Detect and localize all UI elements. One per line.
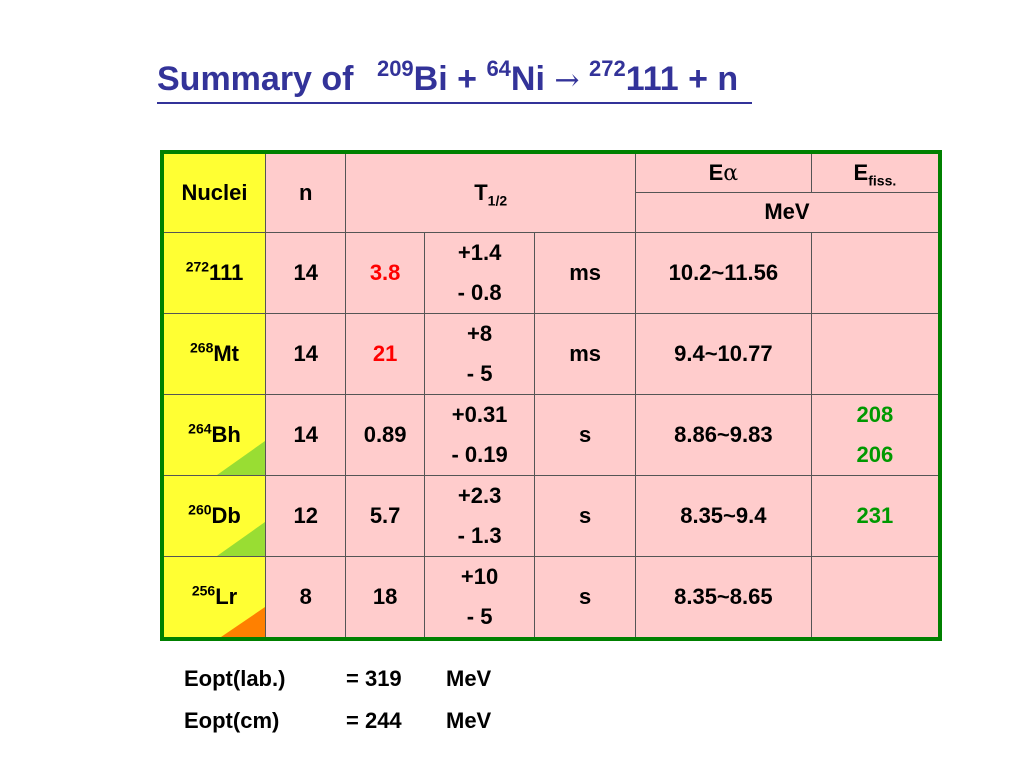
error-plus: +1.4 bbox=[457, 239, 502, 265]
title-bi-mass: 209 bbox=[376, 55, 414, 81]
header-e-alpha: Eα bbox=[634, 151, 812, 193]
title-arrow: → bbox=[554, 63, 580, 98]
n-cell: 12 bbox=[265, 474, 347, 557]
half-life-error: +2.3 - 1.3 bbox=[423, 474, 536, 557]
header-e-fiss-main: E bbox=[853, 159, 869, 185]
half-life-error: +10 - 5 bbox=[423, 555, 536, 639]
nuclide-mass: 260 bbox=[188, 501, 212, 518]
header-e-fiss: Efiss. bbox=[810, 151, 941, 193]
error-minus: - 0.19 bbox=[451, 441, 508, 467]
nuclide-mass: 256 bbox=[191, 582, 216, 599]
n-cell: 14 bbox=[265, 312, 347, 395]
nuclide-cell: 272111 bbox=[161, 231, 267, 314]
nuclide-cell: 260Db bbox=[161, 474, 267, 557]
error-minus: - 5 bbox=[466, 360, 493, 386]
eopt-label: Eopt(lab.) bbox=[184, 666, 286, 691]
title-ni-mass: 64 bbox=[486, 55, 511, 81]
half-life-unit: ms bbox=[534, 231, 636, 314]
table-row: 260Db 12 5.7 +2.3 - 1.3 s 8.35~9.4 231 bbox=[161, 474, 941, 557]
n-cell: 14 bbox=[265, 231, 347, 314]
corner-marker bbox=[217, 440, 265, 474]
header-t-half-main: T bbox=[474, 179, 488, 205]
table-row: 272111 14 3.8 +1.4- 0.8 ms 10.2~11.56 bbox=[161, 231, 941, 314]
half-life-value: 21 bbox=[345, 312, 425, 395]
nuclide-element: 111 bbox=[209, 259, 244, 285]
half-life-unit: s bbox=[534, 555, 636, 639]
title-prefix: Summary of bbox=[157, 60, 354, 98]
header-t-half: T1/2 bbox=[345, 151, 636, 233]
nuclide-element: Lr bbox=[215, 583, 238, 609]
nuclide-mass: 272 bbox=[185, 258, 210, 275]
error-plus: +10 bbox=[460, 563, 499, 589]
page-title: Summary of 209Bi + 64Ni → 272111 + n bbox=[157, 55, 753, 104]
eopt-unit: MeV bbox=[446, 708, 492, 733]
e-fiss-value: 208 bbox=[856, 401, 894, 427]
half-life-value: 18 bbox=[345, 555, 425, 639]
header-t-half-sub: 1/2 bbox=[487, 192, 508, 209]
error-plus: +8 bbox=[467, 320, 493, 346]
e-fiss-value: 206 bbox=[856, 441, 894, 467]
error-minus: - 1.3 bbox=[457, 522, 502, 548]
n-cell: 8 bbox=[265, 555, 347, 639]
half-life-unit: s bbox=[534, 474, 636, 557]
n-cell: 14 bbox=[265, 393, 347, 476]
nuclide-cell: 268Mt bbox=[161, 312, 267, 395]
e-alpha-cell: 8.35~9.4 bbox=[634, 474, 812, 557]
header-e-alpha-main: E bbox=[708, 159, 724, 185]
corner-marker bbox=[217, 521, 265, 555]
nuclide-element: Mt bbox=[213, 340, 240, 366]
corner-marker bbox=[221, 606, 265, 637]
e-fiss-cell bbox=[810, 231, 941, 314]
header-nuclei: Nuclei bbox=[161, 151, 267, 233]
header-row: Nuclei n T1/2 Eα Efiss. bbox=[161, 151, 941, 233]
half-life-value: 0.89 bbox=[345, 393, 425, 476]
header-n: n bbox=[265, 151, 347, 233]
half-life-unit: ms bbox=[534, 312, 636, 395]
half-life-value: 5.7 bbox=[345, 474, 425, 557]
title-bi: Bi + bbox=[413, 60, 477, 98]
nuclide-cell: 264Bh bbox=[161, 393, 267, 476]
half-life-error: +0.31 - 0.19 bbox=[423, 393, 536, 476]
title-product-mass: 272 bbox=[588, 55, 626, 81]
table-row: 268Mt 14 21 +8- 5 ms 9.4~10.77 bbox=[161, 312, 941, 395]
e-fiss-cell bbox=[810, 312, 941, 395]
header-e-alpha-sub: α bbox=[723, 160, 739, 186]
nuclide-mass: 268 bbox=[190, 339, 214, 356]
error-plus: +0.31 bbox=[451, 401, 508, 427]
e-fiss-value: 231 bbox=[856, 502, 894, 528]
half-life-value: 3.8 bbox=[345, 231, 425, 314]
table-row: 264Bh 14 0.89 +0.31 - 0.19 s 8.86~9.83 208 206 bbox=[161, 393, 941, 476]
half-life-error: +1.4 - 0.8 bbox=[423, 231, 536, 314]
half-life-error: +8 - 5 bbox=[423, 312, 536, 395]
header-unit: MeV bbox=[634, 191, 941, 233]
half-life-unit: s bbox=[534, 393, 636, 476]
table-row: 256Lr 8 18 +10- 5 s 8.35~8.65 bbox=[161, 555, 941, 639]
header-e-fiss-sub: fiss. bbox=[868, 172, 897, 189]
eopt-label: Eopt(cm) bbox=[184, 708, 280, 733]
title-product: 111 + n bbox=[625, 60, 739, 98]
summary-table: Nuclei n T1/2 Eα Efiss. MeV 272111 14 3.8 +… bbox=[160, 150, 942, 641]
e-alpha-cell: 8.86~9.83 bbox=[634, 393, 812, 476]
e-alpha-cell: 10.2~11.56 bbox=[634, 231, 812, 314]
error-plus: +2.3 bbox=[457, 482, 502, 508]
e-fiss-cell: 208 206 bbox=[810, 393, 941, 476]
eopt-value: = 244 bbox=[346, 708, 402, 733]
eopt-value: = 319 bbox=[346, 666, 402, 691]
error-minus: - 5 bbox=[466, 603, 493, 629]
e-fiss-cell bbox=[810, 555, 941, 639]
e-fiss-cell: 231 bbox=[810, 474, 941, 557]
error-minus: - 0.8 bbox=[457, 279, 502, 305]
nuclide-cell: 256Lr bbox=[161, 555, 267, 639]
header-unit-row: MeV bbox=[162, 191, 941, 233]
e-alpha-cell: 8.35~8.65 bbox=[634, 555, 812, 639]
title-ni: Ni bbox=[510, 60, 545, 98]
nuclide-mass: 264 bbox=[188, 420, 212, 437]
eopt-unit: MeV bbox=[446, 666, 492, 691]
e-alpha-cell: 9.4~10.77 bbox=[634, 312, 812, 395]
